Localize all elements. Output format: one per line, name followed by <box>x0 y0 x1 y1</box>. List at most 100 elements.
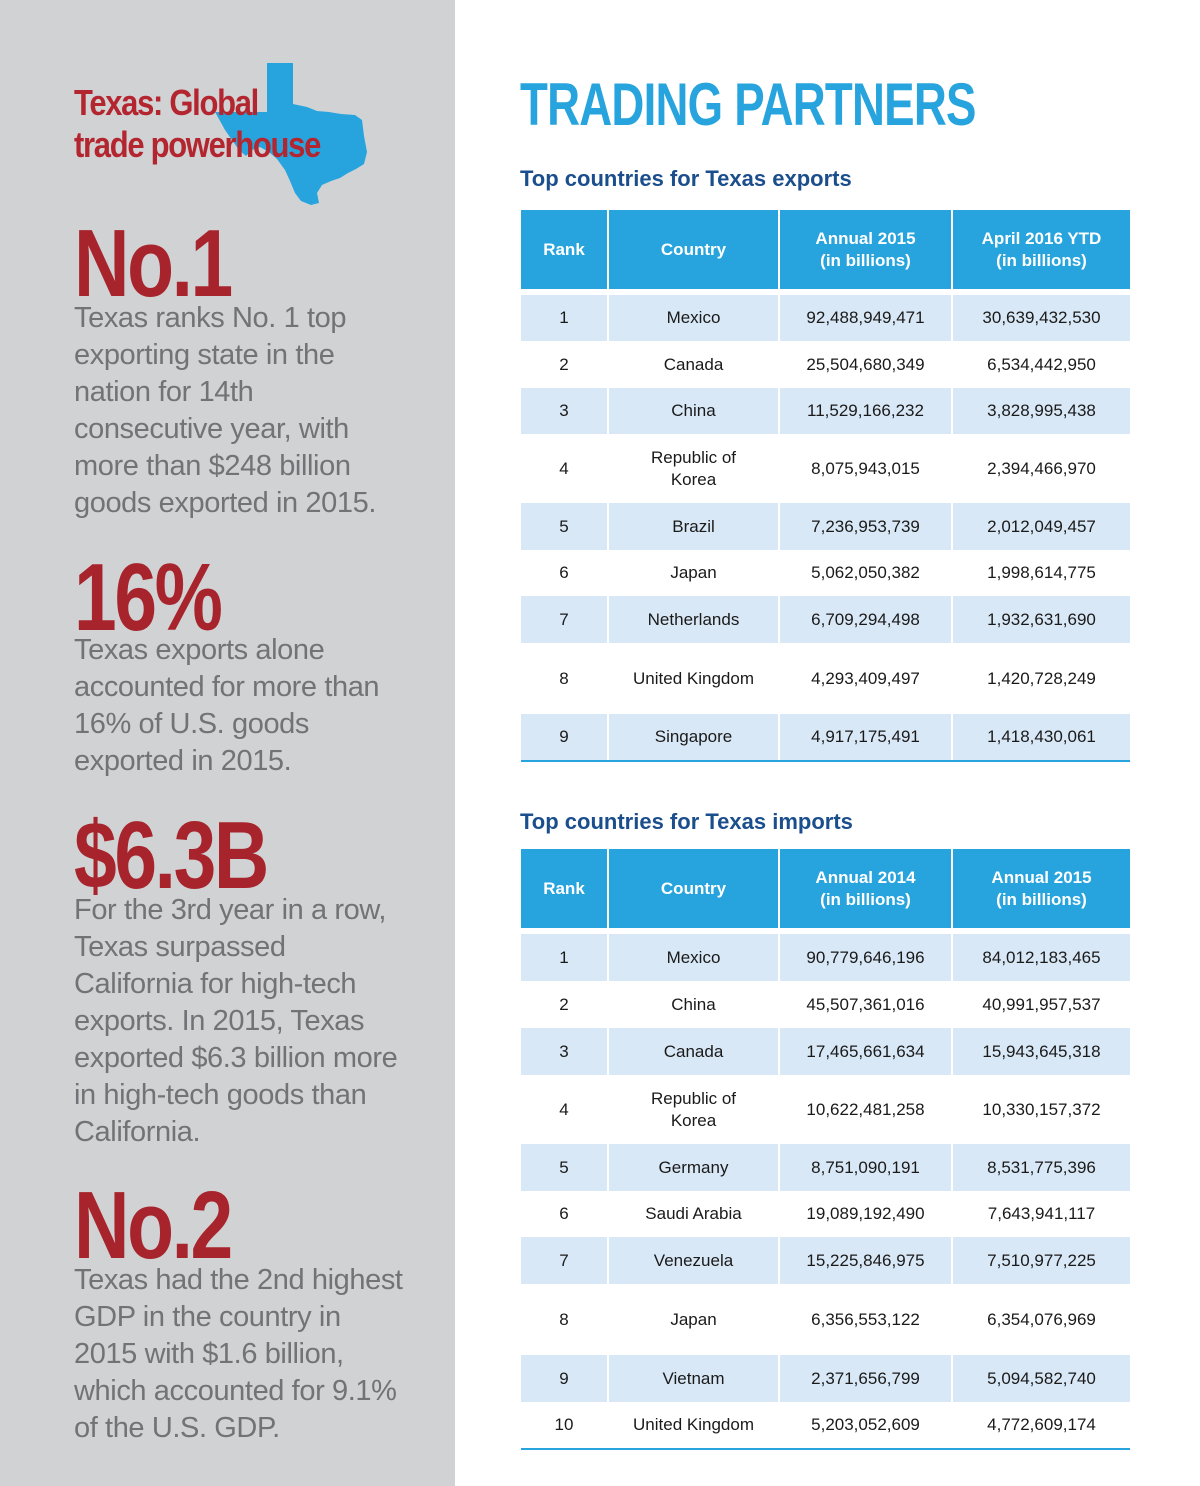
table-row: 4 Republic of Korea 10,622,481,258 10,330,15… <box>521 1075 1130 1144</box>
imports-cell-country: Vietnam <box>607 1355 780 1402</box>
imports-cell-rank: 10 <box>521 1402 609 1450</box>
exports-cell-value-b: 1,998,614,775 <box>951 550 1130 596</box>
exports-cell-value-a: 11,529,166,232 <box>778 388 953 434</box>
imports-cell-value-a: 5,203,052,609 <box>778 1402 953 1450</box>
texas-map-icon <box>215 63 367 205</box>
exports-cell-value-b: 6,534,442,950 <box>951 341 1130 388</box>
exports-cell-country: Japan <box>607 550 780 596</box>
exports-cell-rank: 9 <box>521 714 609 762</box>
table-row: 7 Venezuela 15,225,846,975 7,510,977,225 <box>521 1237 1130 1284</box>
sidebar-title: Texas: Global trade powerhouse <box>74 82 401 166</box>
exports-cell-value-b: 1,418,430,061 <box>951 714 1130 762</box>
imports-cell-rank: 1 <box>521 934 609 981</box>
imports-cell-value-b: 4,772,609,174 <box>951 1402 1130 1450</box>
exports-cell-value-b: 30,639,432,530 <box>951 295 1130 341</box>
sidebar: Texas: Global trade powerhouse No.1 Texa… <box>0 0 455 1486</box>
imports-cell-country: Mexico <box>607 934 780 981</box>
imports-header-annual-2015: Annual 2015 (in billions) <box>951 849 1130 928</box>
imports-cell-value-a: 6,356,553,122 <box>778 1284 953 1355</box>
exports-table-title: Top countries for Texas exports <box>520 166 852 191</box>
imports-header-row: Rank Country Annual 2014 (in billions) An… <box>521 849 1130 928</box>
table-row: 1 Mexico 90,779,646,196 84,012,183,465 <box>521 934 1130 981</box>
imports-cell-country: Canada <box>607 1028 780 1075</box>
sidebar-title-line1: Texas: Global <box>74 82 259 123</box>
exports-cell-value-a: 6,709,294,498 <box>778 596 953 643</box>
table-row: 3 Canada 17,465,661,634 15,943,645,318 <box>521 1028 1130 1075</box>
exports-header-annual-2015: Annual 2015 (in billions) <box>778 210 953 289</box>
stat-text-3: For the 3rd year in a row, Texas surpass… <box>74 894 398 1148</box>
stat-text-2: Texas exports alone accounted for more t… <box>74 634 380 777</box>
imports-cell-value-b: 8,531,775,396 <box>951 1144 1130 1191</box>
imports-cell-value-b: 10,330,157,372 <box>951 1075 1130 1144</box>
exports-header-row: Rank Country Annual 2015 (in billions) Ap… <box>521 210 1130 289</box>
imports-cell-value-b: 6,354,076,969 <box>951 1284 1130 1355</box>
exports-cell-value-b: 1,420,728,249 <box>951 643 1130 714</box>
exports-cell-rank: 6 <box>521 550 609 596</box>
exports-cell-country: Singapore <box>607 714 780 762</box>
exports-cell-rank: 7 <box>521 596 609 643</box>
exports-cell-value-a: 5,062,050,382 <box>778 550 953 596</box>
exports-header-rank: Rank <box>521 210 609 289</box>
imports-table: Rank Country Annual 2014 (in billions) An… <box>521 849 1130 1450</box>
stat-text-4: Texas had the 2nd highest GDP in the cou… <box>74 1264 403 1444</box>
imports-cell-value-a: 15,225,846,975 <box>778 1237 953 1284</box>
stat-text-1: Texas ranks No. 1 top exporting state in… <box>74 302 376 519</box>
exports-cell-value-b: 1,932,631,690 <box>951 596 1130 643</box>
exports-cell-value-b: 2,012,049,457 <box>951 503 1130 550</box>
table-row: 1 Mexico 92,488,949,471 30,639,432,530 <box>521 295 1130 341</box>
imports-header-rank: Rank <box>521 849 609 928</box>
imports-cell-rank: 2 <box>521 981 609 1028</box>
table-row: 3 China 11,529,166,232 3,828,995,438 <box>521 388 1130 434</box>
exports-header-country: Country <box>607 210 780 289</box>
page-title: TRADING PARTNERS <box>520 71 976 138</box>
imports-cell-rank: 5 <box>521 1144 609 1191</box>
exports-cell-country: Netherlands <box>607 596 780 643</box>
table-row: 2 Canada 25,504,680,349 6,534,442,950 <box>521 341 1130 388</box>
exports-cell-rank: 3 <box>521 388 609 434</box>
table-row: 6 Japan 5,062,050,382 1,998,614,775 <box>521 550 1130 596</box>
imports-cell-value-a: 8,751,090,191 <box>778 1144 953 1191</box>
imports-cell-rank: 9 <box>521 1355 609 1402</box>
table-row: 5 Brazil 7,236,953,739 2,012,049,457 <box>521 503 1130 550</box>
imports-cell-value-a: 10,622,481,258 <box>778 1075 953 1144</box>
sidebar-title-line2: trade powerhouse <box>74 124 321 165</box>
imports-cell-country: Germany <box>607 1144 780 1191</box>
exports-cell-rank: 8 <box>521 643 609 714</box>
table-row: 9 Singapore 4,917,175,491 1,418,430,061 <box>521 714 1130 762</box>
exports-cell-value-a: 7,236,953,739 <box>778 503 953 550</box>
imports-table-title: Top countries for Texas imports <box>520 809 853 834</box>
imports-cell-country: China <box>607 981 780 1028</box>
imports-cell-value-b: 40,991,957,537 <box>951 981 1130 1028</box>
imports-cell-rank: 8 <box>521 1284 609 1355</box>
imports-cell-value-a: 2,371,656,799 <box>778 1355 953 1402</box>
exports-cell-value-a: 4,293,409,497 <box>778 643 953 714</box>
table-row: 9 Vietnam 2,371,656,799 5,094,582,740 <box>521 1355 1130 1402</box>
exports-cell-value-b: 3,828,995,438 <box>951 388 1130 434</box>
exports-cell-rank: 2 <box>521 341 609 388</box>
imports-cell-value-a: 90,779,646,196 <box>778 934 953 981</box>
imports-cell-value-b: 5,094,582,740 <box>951 1355 1130 1402</box>
stat-value-3: $6.3B <box>74 802 269 909</box>
imports-header-country: Country <box>607 849 780 928</box>
imports-cell-rank: 7 <box>521 1237 609 1284</box>
exports-table: Rank Country Annual 2015 (in billions) Ap… <box>521 210 1130 762</box>
imports-cell-value-b: 7,643,941,117 <box>951 1191 1130 1237</box>
imports-cell-country: United Kingdom <box>607 1402 780 1450</box>
exports-cell-value-b: 2,394,466,970 <box>951 434 1130 503</box>
exports-cell-value-a: 8,075,943,015 <box>778 434 953 503</box>
imports-cell-value-a: 17,465,661,634 <box>778 1028 953 1075</box>
imports-cell-country: Japan <box>607 1284 780 1355</box>
exports-cell-value-a: 92,488,949,471 <box>778 295 953 341</box>
imports-cell-value-a: 45,507,361,016 <box>778 981 953 1028</box>
exports-cell-country: Mexico <box>607 295 780 341</box>
stat-value-4: No.2 <box>74 1172 233 1279</box>
exports-cell-country: Republic of Korea <box>607 434 780 503</box>
exports-cell-country: China <box>607 388 780 434</box>
imports-cell-country: Saudi Arabia <box>607 1191 780 1237</box>
table-row: 2 China 45,507,361,016 40,991,957,537 <box>521 981 1130 1028</box>
imports-cell-value-a: 19,089,192,490 <box>778 1191 953 1237</box>
imports-cell-rank: 6 <box>521 1191 609 1237</box>
table-row: 6 Saudi Arabia 19,089,192,490 7,643,941,117 <box>521 1191 1130 1237</box>
exports-header-april-2016-ytd: April 2016 YTD (in billions) <box>951 210 1130 289</box>
stat-value-1: No.1 <box>74 210 233 317</box>
